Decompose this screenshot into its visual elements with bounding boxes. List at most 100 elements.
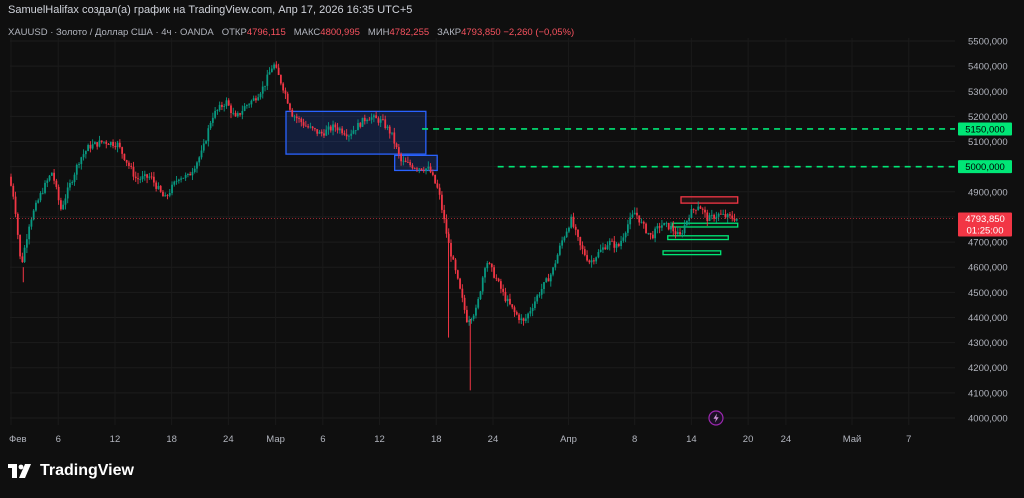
candle-body <box>715 216 718 219</box>
candle-body <box>717 213 720 217</box>
candle-body <box>436 183 439 188</box>
candle-body <box>667 222 670 230</box>
candle-body <box>697 206 700 210</box>
candle-body <box>245 105 248 107</box>
candle-body <box>23 247 26 263</box>
candle-body <box>241 110 244 115</box>
candle-body <box>225 100 228 106</box>
candle-body <box>495 277 498 279</box>
candle-body <box>719 213 722 215</box>
candle-body <box>352 130 355 134</box>
candle-body <box>248 104 251 106</box>
candle-body <box>175 180 178 182</box>
candle-body <box>590 260 593 263</box>
candle-body <box>661 225 663 228</box>
candle-body <box>404 160 407 163</box>
candle-body <box>12 185 15 197</box>
candle-body <box>55 180 58 187</box>
candle-body <box>656 226 659 229</box>
time-tick-label: 14 <box>686 434 697 445</box>
candle-body <box>35 202 37 211</box>
candle-body <box>438 187 441 195</box>
candle-body <box>735 218 738 221</box>
candle-body <box>64 198 67 205</box>
candle-body <box>361 117 364 127</box>
candle-body <box>207 128 210 142</box>
candle-body <box>549 274 552 282</box>
candle-body <box>556 254 559 264</box>
candle-body <box>205 141 207 144</box>
candle-body <box>461 288 464 298</box>
candle-body <box>588 260 591 263</box>
candle-body <box>302 122 305 126</box>
candle-body <box>87 145 90 152</box>
candle-body <box>647 232 650 234</box>
candle-body <box>327 126 330 130</box>
candle-body <box>608 240 611 246</box>
candle-body <box>112 142 114 147</box>
candle-body <box>69 183 71 188</box>
candle-body <box>171 184 173 194</box>
price-tick-label: 4600,000 <box>968 263 1008 274</box>
candle-body <box>731 215 734 219</box>
candle-body <box>275 64 278 68</box>
price-tick-label: 5200,000 <box>968 112 1008 123</box>
candle-body <box>193 168 196 172</box>
candle-body <box>279 75 282 84</box>
tradingview-logo[interactable]: TradingView <box>8 462 134 480</box>
candle-body <box>465 309 468 323</box>
candle-body <box>16 213 19 235</box>
candle-body <box>320 131 323 134</box>
candle-body <box>477 299 480 308</box>
candle-body <box>173 181 176 185</box>
symbol-name[interactable]: XAUUSD · Золото / Доллар США · 4ч · OAND… <box>8 27 214 38</box>
candle-body <box>323 133 325 136</box>
high-label: МАКС <box>293 27 321 38</box>
time-tick-label: 12 <box>110 434 121 445</box>
candle-body <box>645 223 647 234</box>
price-tick-label: 4200,000 <box>968 363 1008 374</box>
candle-body <box>524 318 527 321</box>
candle-body <box>722 214 725 215</box>
candle-body <box>28 226 31 240</box>
candle-body <box>629 217 632 225</box>
level-tag <box>958 160 1012 174</box>
candle-body <box>94 142 96 145</box>
candle-body <box>649 232 652 235</box>
candle-body <box>384 119 387 128</box>
candle-body <box>257 97 260 101</box>
time-tick-label: Май <box>843 434 862 445</box>
close-label: ЗАКР <box>437 27 462 38</box>
candle-body <box>363 117 366 122</box>
tradingview-logo-icon <box>8 464 31 478</box>
candle-body <box>386 126 389 128</box>
price-tick-label: 4100,000 <box>968 388 1008 399</box>
candle-body <box>615 243 618 248</box>
candle-body <box>21 256 24 263</box>
candle-body <box>125 160 128 163</box>
level-tag-label: 5150,000 <box>965 124 1005 135</box>
candle-body <box>563 237 566 241</box>
candle-body <box>266 74 269 86</box>
candle-body <box>168 193 171 196</box>
candle-body <box>109 142 112 146</box>
candle-body <box>234 112 237 117</box>
zone-green <box>671 222 739 228</box>
candle-body <box>209 122 212 129</box>
candle-body <box>672 225 675 232</box>
price-tick-label: 4700,000 <box>968 238 1008 249</box>
candle-body <box>633 212 636 215</box>
candle-body <box>552 267 554 275</box>
candle-body <box>146 174 148 178</box>
candle-body <box>670 225 672 230</box>
candle-body <box>606 245 609 250</box>
candle-body <box>422 170 425 172</box>
close-value: 4793,850 <box>461 27 501 38</box>
candle-body <box>565 231 568 238</box>
candle-body <box>574 226 577 230</box>
candle-body <box>255 98 257 101</box>
candle-body <box>570 216 573 228</box>
candle-body <box>620 240 622 247</box>
